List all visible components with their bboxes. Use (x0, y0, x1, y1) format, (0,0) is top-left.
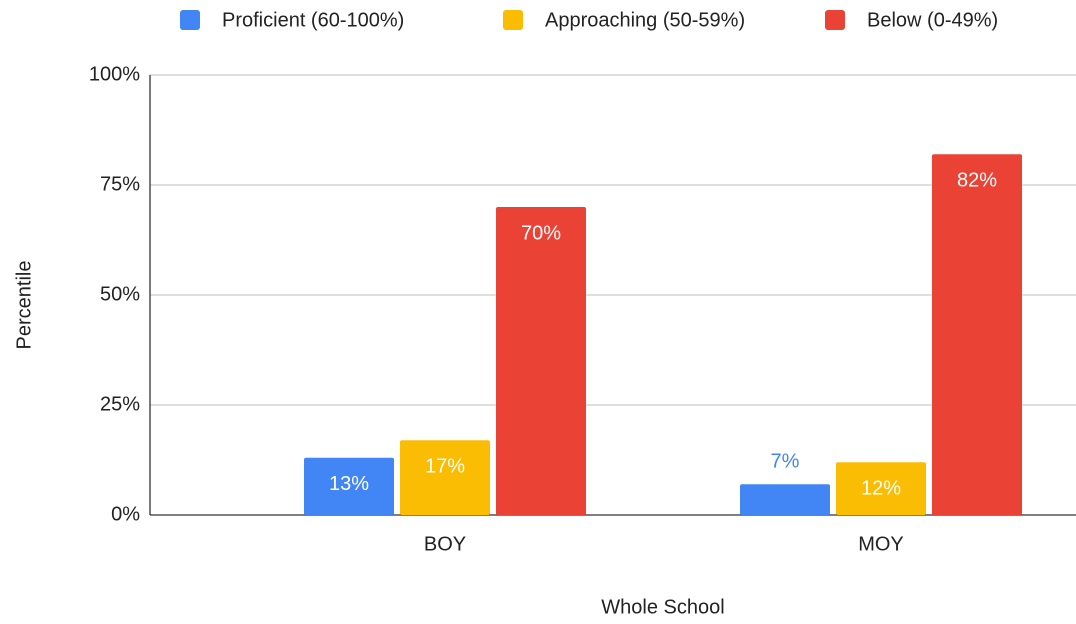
legend-label: Proficient (60-100%) (222, 9, 404, 31)
bar (400, 440, 490, 515)
y-tick-label: 25% (100, 393, 140, 415)
legend-swatch (503, 10, 523, 30)
legend-label: Approaching (50-59%) (545, 9, 745, 31)
data-label: 7% (771, 450, 800, 472)
bar (836, 462, 926, 515)
x-tick-label: BOY (424, 533, 466, 555)
data-label: 12% (861, 477, 901, 499)
bar (496, 207, 586, 515)
legend-label: Below (0-49%) (867, 9, 998, 31)
legend-swatch (180, 10, 200, 30)
y-axis-title: Percentile (13, 261, 35, 350)
data-label: 17% (425, 455, 465, 477)
data-label: 70% (521, 222, 561, 244)
data-label: 13% (329, 473, 369, 495)
x-axis-title: Whole School (601, 596, 724, 618)
y-tick-label: 0% (111, 503, 140, 525)
bar (304, 457, 394, 515)
y-tick-label: 75% (100, 173, 140, 195)
y-tick-label: 100% (89, 63, 140, 85)
bar (740, 484, 830, 515)
y-tick-label: 50% (100, 283, 140, 305)
x-tick-label: MOY (858, 533, 904, 555)
legend-swatch (825, 10, 845, 30)
bar (932, 154, 1022, 515)
data-label: 82% (957, 169, 997, 191)
